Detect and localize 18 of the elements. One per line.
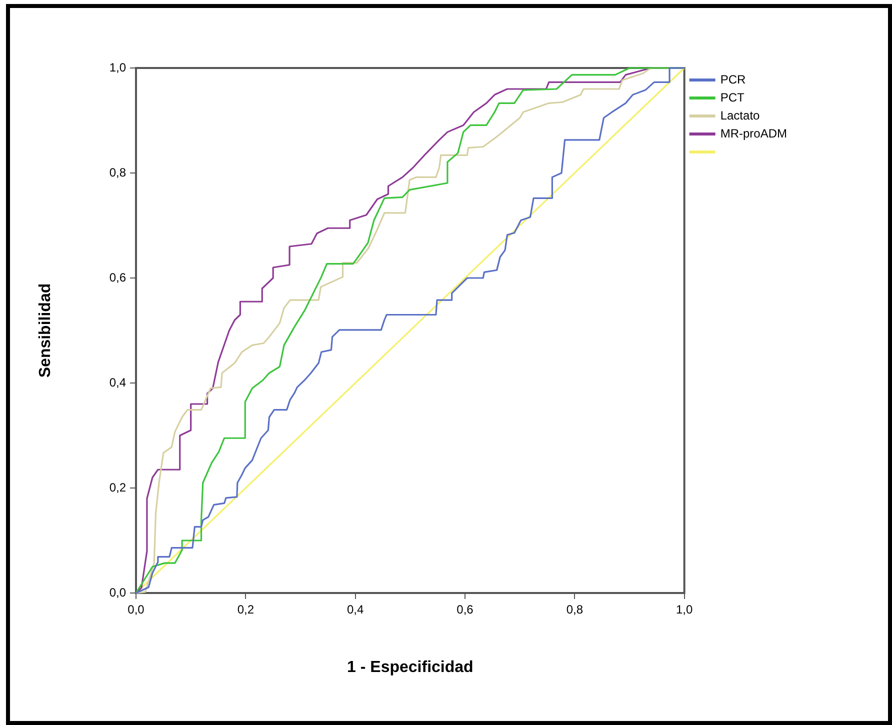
- x-tick-label: 0,2: [237, 602, 254, 617]
- y-tick-label: 0,2: [109, 480, 126, 494]
- x-tick-label: 0,0: [128, 602, 145, 617]
- y-tick-label: 0,4: [109, 375, 126, 390]
- x-tick-label: 0,4: [346, 602, 364, 617]
- y-tick-label: 0,0: [109, 585, 126, 600]
- y-tick-label: 0,6: [109, 270, 126, 284]
- legend-label: PCR: [720, 72, 746, 86]
- x-tick-label: 1,0: [676, 602, 693, 617]
- legend-label: MR-proADM: [720, 126, 788, 140]
- x-tick-label: 0,8: [566, 602, 584, 617]
- x-tick-label: 0,6: [456, 602, 474, 617]
- legend-label: Lactato: [720, 108, 760, 122]
- x-axis-title: 1 - Especificidad: [347, 658, 474, 676]
- y-tick-label: 0,8: [109, 165, 126, 180]
- legend-label: PCT: [720, 90, 745, 104]
- y-tick-label: 1,0: [109, 60, 126, 74]
- y-axis-title: Sensibilidad: [37, 283, 54, 378]
